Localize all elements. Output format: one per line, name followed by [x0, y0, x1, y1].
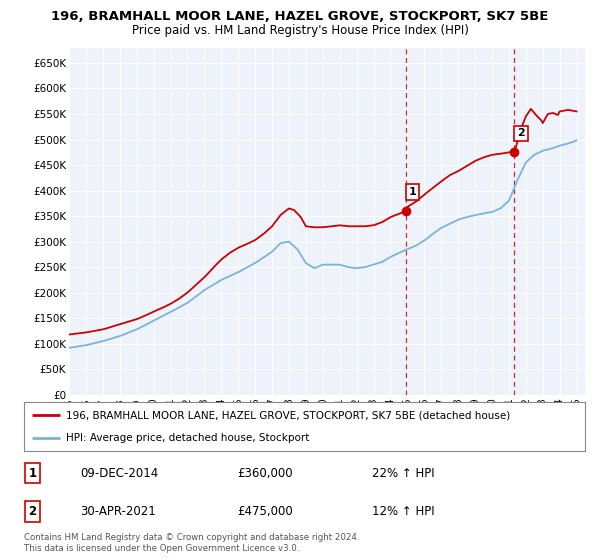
Text: 30-APR-2021: 30-APR-2021 — [80, 505, 156, 518]
Text: 196, BRAMHALL MOOR LANE, HAZEL GROVE, STOCKPORT, SK7 5BE (detached house): 196, BRAMHALL MOOR LANE, HAZEL GROVE, ST… — [66, 410, 511, 421]
Text: Contains HM Land Registry data © Crown copyright and database right 2024.
This d: Contains HM Land Registry data © Crown c… — [24, 533, 359, 553]
Text: 09-DEC-2014: 09-DEC-2014 — [80, 466, 158, 479]
Text: 2: 2 — [517, 128, 525, 138]
Text: 1: 1 — [409, 187, 416, 197]
Text: 2: 2 — [28, 505, 37, 518]
Text: 196, BRAMHALL MOOR LANE, HAZEL GROVE, STOCKPORT, SK7 5BE: 196, BRAMHALL MOOR LANE, HAZEL GROVE, ST… — [52, 10, 548, 23]
Text: Price paid vs. HM Land Registry's House Price Index (HPI): Price paid vs. HM Land Registry's House … — [131, 24, 469, 37]
Text: £475,000: £475,000 — [237, 505, 293, 518]
Text: 12% ↑ HPI: 12% ↑ HPI — [372, 505, 434, 518]
Text: 1: 1 — [28, 466, 37, 479]
Text: HPI: Average price, detached house, Stockport: HPI: Average price, detached house, Stoc… — [66, 433, 310, 444]
Text: 22% ↑ HPI: 22% ↑ HPI — [372, 466, 434, 479]
Text: £360,000: £360,000 — [237, 466, 293, 479]
